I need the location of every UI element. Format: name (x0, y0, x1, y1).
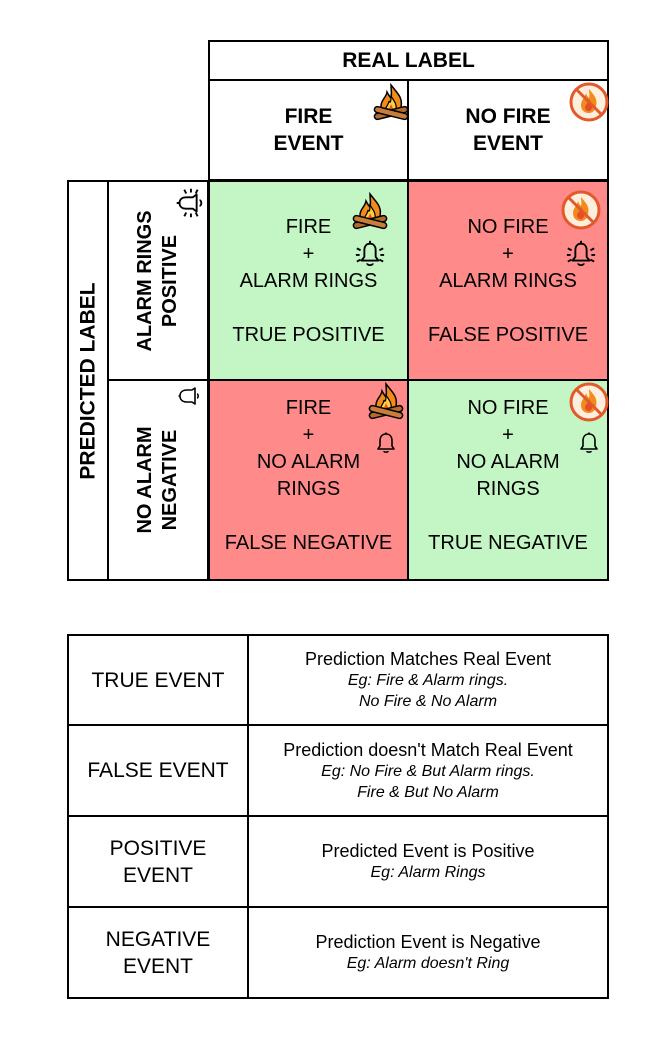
definition-desc-negative-event: Prediction Event is Negative Eg: Alarm d… (247, 906, 609, 999)
definition-term-line1: FALSE EVENT (87, 759, 229, 782)
column-header-fire-event: FIRE EVENT (208, 79, 409, 181)
bell-icon (374, 431, 398, 455)
row-header-no-alarm: NO ALARM NEGATIVE (107, 379, 209, 581)
real-label-text: REAL LABEL (342, 49, 475, 72)
definition-desc-false-event: Prediction doesn't Match Real Event Eg: … (247, 724, 609, 817)
cell-tn-result: TRUE NEGATIVE (428, 532, 588, 554)
row-header-no-alarm-text: NO ALARM NEGATIVE (133, 426, 183, 533)
ringing-bell-icon (561, 238, 601, 270)
cell-tn-alarm1: NO ALARM (456, 451, 560, 473)
row-header-no-alarm-line1: NO ALARM (134, 426, 156, 534)
row-header-alarm-rings-line2: POSITIVE (159, 234, 181, 327)
no-fire-icon (569, 82, 609, 122)
definition-term-line1: TRUE EVENT (91, 668, 225, 692)
definition-term-negative-event: NEGATIVE EVENT (67, 906, 249, 999)
column-header-no-fire-event: NO FIRE EVENT (407, 79, 609, 181)
definition-term-line2: EVENT (122, 954, 193, 978)
definition-term-line1: NEGATIVE (105, 927, 211, 951)
cell-tn-plus: + (502, 424, 514, 446)
campfire-icon (371, 81, 411, 123)
no-fire-icon (561, 190, 601, 230)
bell-icon (177, 387, 199, 405)
cell-fn-result: FALSE NEGATIVE (224, 532, 393, 554)
definition-example-line1: Eg: Fire & Alarm rings. (347, 672, 509, 689)
row-header-alarm-rings: ALARM RINGS POSITIVE (107, 180, 209, 381)
column-header-fire-line2: EVENT (273, 132, 344, 155)
definition-term-true-event: TRUE EVENT (67, 634, 249, 726)
no-fire-icon (569, 382, 609, 422)
definition-desc-text: Predicted Event is Positive (321, 841, 535, 861)
cell-false-negative: FIRE + NO ALARM RINGS FALSE NEGATIVE (208, 379, 409, 581)
definition-term-false-event: FALSE EVENT (67, 724, 249, 817)
cell-tp-alarm: ALARM RINGS (239, 270, 378, 292)
definition-desc-true-event: Prediction Matches Real Event Eg: Fire &… (247, 634, 609, 726)
definition-desc-text: Prediction Event is Negative (315, 932, 541, 952)
definition-desc-positive-event: Predicted Event is Positive Eg: Alarm Ri… (247, 815, 609, 908)
campfire-icon (366, 380, 406, 422)
definition-term-line1: POSITIVE (109, 836, 207, 860)
definition-term-positive-event: POSITIVE EVENT (67, 815, 249, 908)
campfire-icon (350, 190, 390, 232)
definition-term-line2: EVENT (122, 863, 193, 887)
definition-example-line2: No Fire & No Alarm (358, 693, 498, 710)
column-header-no-fire-line2: EVENT (472, 132, 543, 155)
definition-example-line1: Eg: No Fire & But Alarm rings. (321, 762, 535, 780)
definition-desc-text: Prediction Matches Real Event (304, 649, 552, 669)
cell-fn-plus: + (302, 424, 315, 446)
cell-tp-plus: + (302, 243, 315, 265)
cell-tp-fire: FIRE (285, 216, 332, 238)
cell-tp-result: TRUE POSITIVE (232, 324, 385, 346)
row-header-no-alarm-line2: NEGATIVE (159, 429, 181, 531)
cell-true-positive: FIRE + ALARM RINGS TRUE POSITIVE (208, 180, 409, 381)
cell-fp-alarm: ALARM RINGS (439, 270, 577, 292)
cell-false-positive: NO FIRE + ALARM RINGS FALSE POSITIVE (407, 180, 609, 381)
bell-icon (577, 431, 601, 455)
cell-tn-alarm2: RINGS (476, 478, 540, 500)
predicted-label-header: PREDICTED LABEL (67, 180, 109, 581)
cell-fn-alarm1: NO ALARM (256, 451, 361, 473)
cell-fp-result: FALSE POSITIVE (427, 324, 589, 346)
cell-fn-alarm2: RINGS (276, 478, 341, 500)
predicted-label-text: PREDICTED LABEL (76, 281, 100, 480)
cell-true-negative: NO FIRE + NO ALARM RINGS TRUE NEGATIVE (407, 379, 609, 581)
cell-tn-fire: NO FIRE (467, 397, 549, 419)
row-header-alarm-rings-text: ALARM RINGS POSITIVE (133, 210, 183, 351)
real-label-header: REAL LABEL (208, 40, 609, 81)
cell-fp-fire: NO FIRE (467, 216, 549, 238)
definition-example-line1: Eg: Alarm doesn't Ring (346, 955, 510, 972)
cell-fp-plus: + (502, 243, 514, 265)
cell-fn-fire: FIRE (285, 397, 332, 419)
ringing-bell-icon (175, 187, 203, 219)
definition-desc-text: Prediction doesn't Match Real Event (283, 739, 573, 760)
definition-example-line2: Fire & But No Alarm (357, 783, 499, 801)
column-header-fire-line1: FIRE (284, 105, 333, 128)
row-header-alarm-rings-line1: ALARM RINGS (134, 209, 156, 352)
ringing-bell-icon (350, 238, 390, 270)
column-header-no-fire-line1: NO FIRE (465, 105, 551, 128)
definition-example-line1: Eg: Alarm Rings (370, 864, 486, 881)
